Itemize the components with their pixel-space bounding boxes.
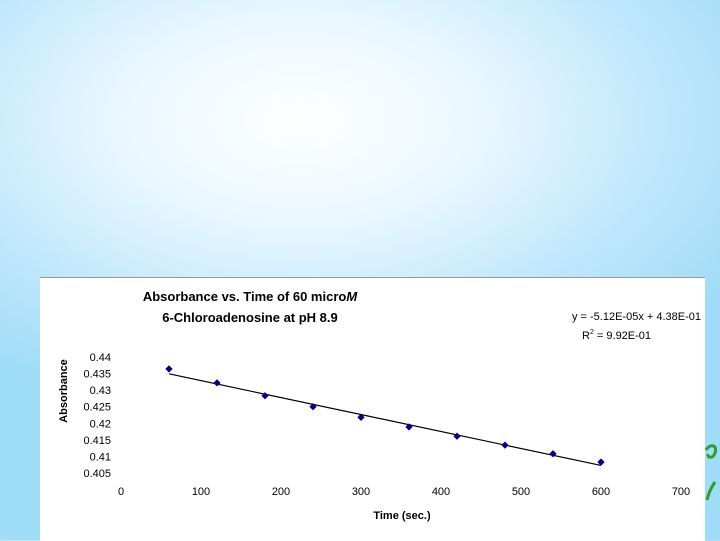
y-tick-label: 0.43 [90, 385, 111, 397]
y-tick-label: 0.425 [83, 402, 111, 414]
decorative-mark-upper [704, 444, 718, 459]
y-tick-label: 0.44 [90, 352, 111, 364]
x-tick-label: 700 [672, 486, 690, 498]
data-point [165, 365, 173, 373]
chart-svg: Absorbance vs. Time of 60 microM 6-Chlor… [58, 289, 701, 522]
data-point [261, 392, 269, 400]
data-point [213, 379, 221, 387]
decorative-marks [704, 444, 718, 501]
r-squared-prefix: R [582, 330, 590, 342]
data-point [405, 423, 413, 431]
x-tick-label: 400 [432, 486, 450, 498]
y-tick-label: 0.405 [83, 468, 111, 480]
y-tick-label: 0.415 [83, 435, 111, 447]
chart-title-line-1-italic: M [346, 289, 358, 304]
x-tick-label: 0 [118, 486, 124, 498]
x-tick-label: 500 [512, 486, 530, 498]
chart-title: Absorbance vs. Time of 60 microM 6-Chlor… [143, 289, 359, 325]
y-tick-label: 0.435 [83, 369, 111, 381]
x-tick-label: 600 [592, 486, 610, 498]
r-squared-suffix: = 9.92E-01 [594, 330, 651, 342]
y-axis-title: Absorbance [58, 359, 70, 423]
data-point [549, 450, 557, 458]
data-point [309, 402, 317, 411]
data-point [597, 458, 605, 466]
x-tick-label: 200 [272, 486, 290, 498]
data-point [357, 413, 365, 422]
trendline [168, 373, 602, 467]
x-tick-label: 100 [192, 486, 210, 498]
y-tick-label: 0.41 [90, 451, 111, 463]
chart-panel: Absorbance vs. Time of 60 microM 6-Chlor… [40, 277, 705, 541]
data-point [453, 432, 461, 440]
plot-area: 0.44 0.435 0.43 0.425 0.42 0.415 0.41 0.405 0 100… [83, 352, 690, 498]
r-squared-superscript: 2 [590, 329, 594, 336]
x-axis-title: Time (sec.) [373, 510, 431, 522]
chart-title-line-1: Absorbance vs. Time of 60 microM [143, 289, 359, 304]
x-tick-label: 300 [352, 486, 370, 498]
chart-title-line-1-text: Absorbance vs. Time of 60 micro [143, 289, 347, 304]
trendline-r-squared: R2 = 9.92E-01 [582, 329, 651, 342]
decorative-mark-lower [705, 481, 717, 501]
y-tick-label: 0.42 [90, 418, 111, 430]
data-point [501, 441, 509, 449]
chart-title-line-2: 6-Chloroadenosine at pH 8.9 [162, 310, 338, 325]
trendline-equation: y = -5.12E-05x + 4.38E-01 [572, 311, 701, 323]
